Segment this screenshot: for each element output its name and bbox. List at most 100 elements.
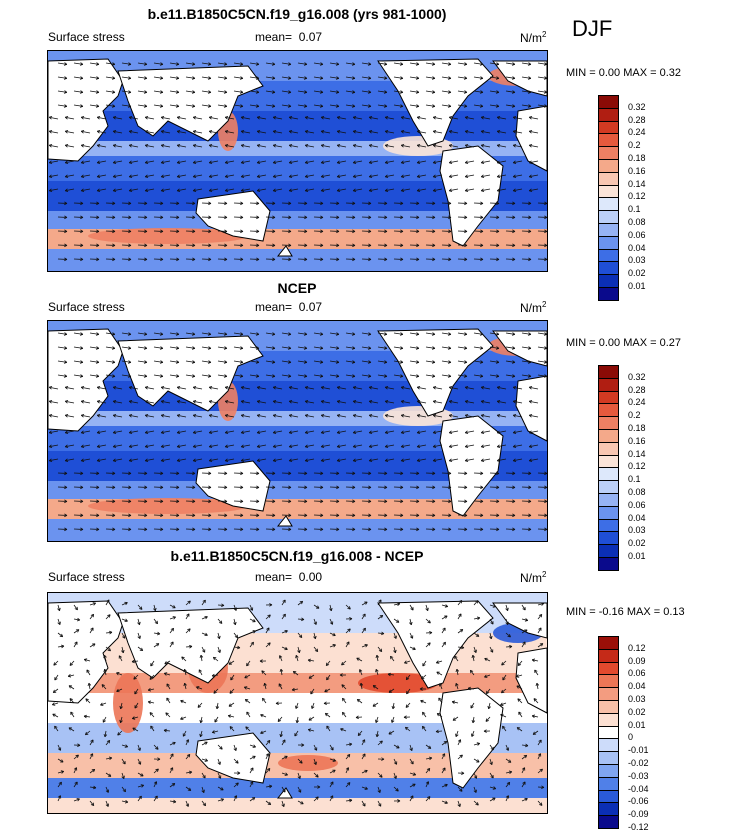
colorbar-cell [598,378,619,392]
colorbar-cell [598,662,619,676]
season-label: DJF [572,16,612,42]
panel1-title: b.e11.B1850C5CN.f19_g16.008 (yrs 981-100… [47,6,547,22]
colorbar-label: 0.1 [628,204,641,214]
colorbar-label: 0.18 [628,423,646,433]
colorbar-label: 0.08 [628,487,646,497]
panel2-units: N/m2 [520,300,546,315]
colorbar-cell [598,790,619,804]
colorbar-cell [598,172,619,186]
colorbar-label: 0.28 [628,115,646,125]
colorbar-cell [598,429,619,443]
panel2-title: NCEP [47,280,547,296]
panel1-map-svg [48,51,547,271]
colorbar-cell [598,544,619,558]
panel3-mean-label: mean= [255,570,292,584]
panel3-left-label: Surface stress [48,570,125,584]
colorbar-label: 0.02 [628,538,646,548]
panel3-min-value: -0.16 [599,606,624,618]
colorbar-cell [598,687,619,701]
panel1-mean-value: 0.07 [299,30,322,44]
colorbar-cell [598,764,619,778]
panel1-mean-label: mean= [255,30,292,44]
panel2-max-value: 0.27 [660,337,681,349]
colorbar-label: 0.12 [628,191,646,201]
panel3-map-svg [48,593,547,813]
colorbar-label: 0.03 [628,255,646,265]
field-blob [113,673,143,733]
panel3-units: N/m2 [520,570,546,585]
panel3-map [47,592,548,814]
panel3-title: b.e11.B1850C5CN.f19_g16.008 - NCEP [47,548,547,564]
colorbar-label: 0.04 [628,681,646,691]
colorbar-cell [598,146,619,160]
colorbar-cell [598,287,619,301]
colorbar-cell [598,815,619,829]
panel2-map [47,320,548,542]
panel1-left-label: Surface stress [48,30,125,44]
panel2-units-label: N/m [520,301,542,315]
colorbar-label: 0.04 [628,513,646,523]
colorbar-cell [598,557,619,571]
colorbar-label: 0.12 [628,461,646,471]
panel2-min-label: MIN = [566,337,596,349]
colorbar-cell [598,133,619,147]
colorbar-label: 0.02 [628,707,646,717]
colorbar-label: -0.02 [628,758,649,768]
colorbar-label: 0.03 [628,694,646,704]
colorbar-cell [598,751,619,765]
panel1-min-value: 0.00 [599,67,620,79]
colorbar-cell [598,649,619,663]
colorbar-label: 0.16 [628,166,646,176]
colorbar-label: 0.2 [628,410,641,420]
colorbar-label: 0.14 [628,449,646,459]
colorbar-cell [598,506,619,520]
colorbar-label: 0.2 [628,140,641,150]
colorbar-cell [598,416,619,430]
colorbar-cell [598,493,619,507]
panel1-map [47,50,548,272]
colorbar-cell [598,365,619,379]
colorbar-label: -0.03 [628,771,649,781]
colorbar-cell [598,726,619,740]
colorbar-label: 0.06 [628,668,646,678]
colorbar-label: 0 [628,732,633,742]
colorbar-label: 0.08 [628,217,646,227]
panel1-units-label: N/m [520,31,542,45]
colorbar-label: 0.01 [628,551,646,561]
colorbar-cell [598,95,619,109]
colorbar-cell [598,274,619,288]
colorbar-label: 0.06 [628,230,646,240]
colorbar-cell [598,121,619,135]
colorbar-label: 0.01 [628,281,646,291]
colorbar-label: -0.01 [628,745,649,755]
colorbar-label: -0.06 [628,796,649,806]
field-band [48,798,547,813]
colorbar-cell [598,777,619,791]
colorbar-label: 0.16 [628,436,646,446]
colorbar-label: 0.06 [628,500,646,510]
panel1-units: N/m2 [520,30,546,45]
panel2-mean-label: mean= [255,300,292,314]
colorbar-label: 0.24 [628,397,646,407]
panel2-minmax: MIN = 0.00 MAX = 0.27 [566,337,681,349]
colorbar-cell [598,636,619,650]
colorbar-label: 0.18 [628,153,646,163]
colorbar-cell [598,236,619,250]
colorbar-label: 0.09 [628,656,646,666]
colorbar-label: 0.28 [628,385,646,395]
panel1-min-label: MIN = [566,67,596,79]
colorbar-label: -0.12 [628,822,649,832]
panel1-minmax: MIN = 0.00 MAX = 0.32 [566,67,681,79]
colorbar-cell [598,261,619,275]
colorbar-label: 0.14 [628,179,646,189]
panel3-mean: mean= 0.00 [255,570,322,584]
colorbar-cell [598,700,619,714]
colorbar-cell [598,674,619,688]
panel2-map-svg [48,321,547,541]
colorbar-cell [598,159,619,173]
colorbar-cell [598,197,619,211]
colorbar-cell [598,210,619,224]
colorbar-label: -0.09 [628,809,649,819]
colorbar-label: 0.01 [628,720,646,730]
colorbar-label: 0.12 [628,643,646,653]
